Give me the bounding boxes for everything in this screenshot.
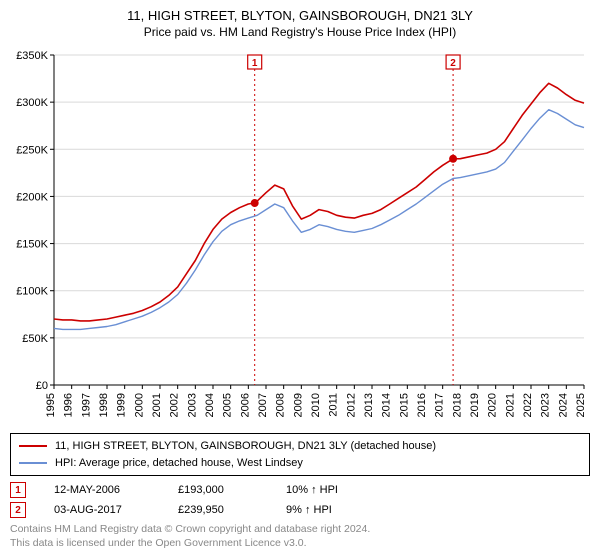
svg-text:2005: 2005 (222, 393, 234, 417)
svg-text:2023: 2023 (540, 393, 552, 417)
svg-text:2014: 2014 (381, 393, 393, 417)
svg-text:2012: 2012 (345, 393, 357, 417)
svg-text:2011: 2011 (328, 393, 340, 417)
svg-text:2013: 2013 (363, 393, 375, 417)
legend-row: HPI: Average price, detached house, West… (19, 455, 581, 472)
svg-text:2007: 2007 (257, 393, 269, 417)
marker-diff: 10% ↑ HPI (286, 484, 376, 496)
svg-text:1996: 1996 (63, 393, 75, 417)
svg-text:£200K: £200K (16, 191, 48, 203)
svg-text:2006: 2006 (239, 393, 251, 417)
svg-text:2010: 2010 (310, 393, 322, 417)
svg-text:2024: 2024 (557, 393, 569, 417)
svg-text:1995: 1995 (45, 393, 57, 417)
svg-text:1: 1 (252, 58, 258, 69)
legend-swatch-1 (19, 462, 47, 464)
legend-swatch-0 (19, 445, 47, 447)
legend-label: HPI: Average price, detached house, West… (55, 455, 303, 472)
marker-diff: 9% ↑ HPI (286, 504, 376, 516)
svg-text:1997: 1997 (80, 393, 92, 417)
svg-text:£250K: £250K (16, 144, 48, 156)
svg-text:£50K: £50K (22, 333, 48, 345)
marker-price: £239,950 (178, 504, 258, 516)
svg-text:2003: 2003 (186, 393, 198, 417)
svg-text:£350K: £350K (16, 50, 48, 62)
svg-text:2002: 2002 (169, 393, 181, 417)
svg-text:£150K: £150K (16, 239, 48, 251)
svg-text:2: 2 (450, 58, 456, 69)
marker-table: 1 12-MAY-2006 £193,000 10% ↑ HPI 2 03-AU… (10, 482, 590, 518)
svg-text:2017: 2017 (434, 393, 446, 417)
svg-text:£100K: £100K (16, 286, 48, 298)
license-text: Contains HM Land Registry data © Crown c… (10, 522, 590, 550)
svg-text:2016: 2016 (416, 393, 428, 417)
svg-text:2008: 2008 (275, 393, 287, 417)
marker-row: 2 03-AUG-2017 £239,950 9% ↑ HPI (10, 502, 590, 518)
svg-text:2009: 2009 (292, 393, 304, 417)
svg-text:2020: 2020 (487, 393, 499, 417)
marker-badge-2: 2 (10, 502, 26, 518)
legend-row: 11, HIGH STREET, BLYTON, GAINSBOROUGH, D… (19, 438, 581, 455)
marker-price: £193,000 (178, 484, 258, 496)
chart-area: £0 £50K £100K £150K £200K £250K £300K £350K 1995… (10, 45, 590, 425)
svg-text:£0: £0 (36, 380, 48, 392)
chart-subtitle: Price paid vs. HM Land Registry's House … (10, 25, 590, 39)
svg-text:£300K: £300K (16, 97, 48, 109)
svg-text:2021: 2021 (504, 393, 516, 417)
svg-text:2019: 2019 (469, 393, 481, 417)
svg-text:1999: 1999 (116, 393, 128, 417)
legend-label: 11, HIGH STREET, BLYTON, GAINSBOROUGH, D… (55, 438, 436, 455)
svg-text:1998: 1998 (98, 393, 110, 417)
marker-badge-1: 1 (10, 482, 26, 498)
chart-title: 11, HIGH STREET, BLYTON, GAINSBOROUGH, D… (10, 8, 590, 23)
svg-text:2018: 2018 (451, 393, 463, 417)
marker-date: 03-AUG-2017 (54, 504, 150, 516)
svg-text:2001: 2001 (151, 393, 163, 417)
svg-text:2004: 2004 (204, 393, 216, 417)
marker-row: 1 12-MAY-2006 £193,000 10% ↑ HPI (10, 482, 590, 498)
svg-text:2015: 2015 (398, 393, 410, 417)
marker-date: 12-MAY-2006 (54, 484, 150, 496)
svg-text:2025: 2025 (575, 393, 587, 417)
legend: 11, HIGH STREET, BLYTON, GAINSBOROUGH, D… (10, 433, 590, 476)
svg-text:2000: 2000 (133, 393, 145, 417)
svg-text:2022: 2022 (522, 393, 534, 417)
